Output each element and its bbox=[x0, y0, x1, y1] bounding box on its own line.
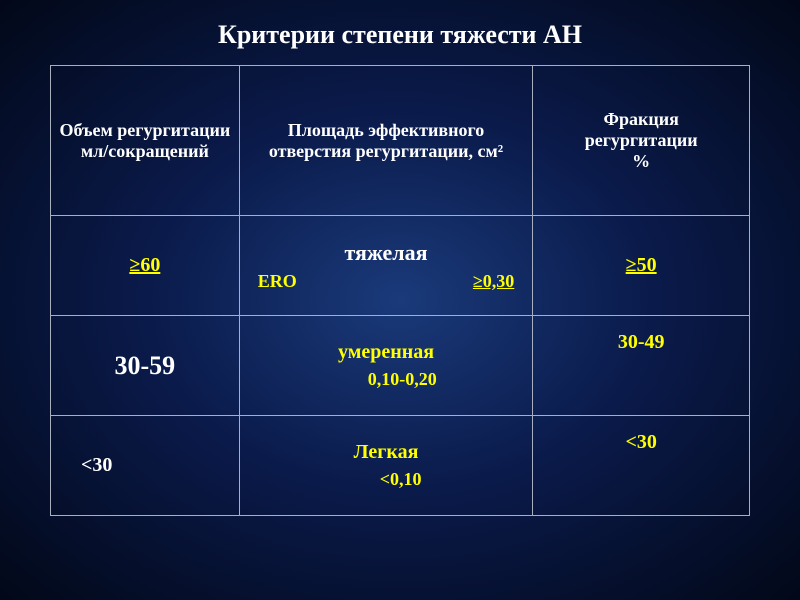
moderate-label: умеренная bbox=[248, 341, 525, 364]
moderate-volume: 30-59 bbox=[115, 351, 176, 380]
ero-row: ERO ≥0,30 bbox=[248, 271, 525, 292]
severe-volume-cell: ≥60 bbox=[51, 216, 240, 316]
moderate-fraction-cell: 30-49 bbox=[533, 316, 750, 416]
mild-volume-cell: <30 bbox=[51, 416, 240, 516]
severe-volume: ≥60 bbox=[129, 254, 160, 276]
header-volume: Объем регургитации мл/сокращений bbox=[51, 66, 240, 216]
moderate-volume-cell: 30-59 bbox=[51, 316, 240, 416]
header-area: Площадь эффективного отверстия регургита… bbox=[239, 66, 533, 216]
header-fraction: Фракция регургитации % bbox=[533, 66, 750, 216]
mild-row: <30 Легкая <0,10 <30 bbox=[51, 416, 750, 516]
mild-value: <0,10 bbox=[250, 469, 523, 490]
page-title: Критерии степени тяжести АН bbox=[50, 20, 750, 50]
header-row: Объем регургитации мл/сокращений Площадь… bbox=[51, 66, 750, 216]
moderate-fraction: 30-49 bbox=[618, 331, 665, 353]
moderate-row: 30-59 умеренная 0,10-0,20 30-49 bbox=[51, 316, 750, 416]
moderate-area-cell: умеренная 0,10-0,20 bbox=[239, 316, 533, 416]
ero-label: ERO bbox=[258, 271, 297, 292]
mild-fraction: <30 bbox=[625, 431, 656, 453]
criteria-table: Объем регургитации мл/сокращений Площадь… bbox=[50, 65, 750, 516]
mild-area-cell: Легкая <0,10 bbox=[239, 416, 533, 516]
severe-area-cell: тяжелая ERO ≥0,30 bbox=[239, 216, 533, 316]
severe-label: тяжелая bbox=[248, 240, 525, 266]
severe-fraction-cell: ≥50 bbox=[533, 216, 750, 316]
mild-volume: <30 bbox=[81, 454, 112, 476]
ero-value: ≥0,30 bbox=[473, 271, 514, 292]
moderate-value: 0,10-0,20 bbox=[248, 369, 525, 390]
mild-label: Легкая bbox=[250, 441, 523, 464]
severe-fraction: ≥50 bbox=[626, 254, 657, 276]
mild-fraction-cell: <30 bbox=[533, 416, 750, 516]
severe-row: ≥60 тяжелая ERO ≥0,30 ≥50 bbox=[51, 216, 750, 316]
